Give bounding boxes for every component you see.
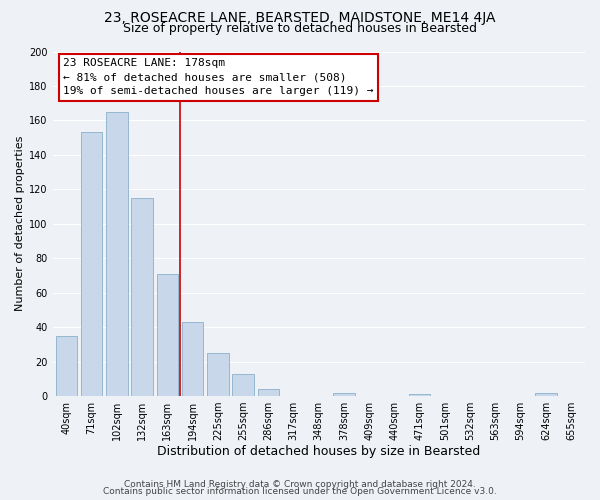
- Bar: [409, 394, 430, 396]
- Bar: [106, 112, 128, 396]
- Bar: [182, 322, 203, 396]
- Text: Contains public sector information licensed under the Open Government Licence v3: Contains public sector information licen…: [103, 487, 497, 496]
- Bar: [56, 336, 77, 396]
- X-axis label: Distribution of detached houses by size in Bearsted: Distribution of detached houses by size …: [157, 444, 481, 458]
- Text: 23, ROSEACRE LANE, BEARSTED, MAIDSTONE, ME14 4JA: 23, ROSEACRE LANE, BEARSTED, MAIDSTONE, …: [104, 11, 496, 25]
- Text: Contains HM Land Registry data © Crown copyright and database right 2024.: Contains HM Land Registry data © Crown c…: [124, 480, 476, 489]
- Bar: [131, 198, 153, 396]
- Bar: [232, 374, 254, 396]
- Bar: [81, 132, 103, 396]
- Bar: [333, 392, 355, 396]
- Text: 23 ROSEACRE LANE: 178sqm
← 81% of detached houses are smaller (508)
19% of semi-: 23 ROSEACRE LANE: 178sqm ← 81% of detach…: [63, 58, 374, 96]
- Y-axis label: Number of detached properties: Number of detached properties: [15, 136, 25, 312]
- Bar: [207, 353, 229, 396]
- Bar: [157, 274, 178, 396]
- Bar: [535, 392, 557, 396]
- Text: Size of property relative to detached houses in Bearsted: Size of property relative to detached ho…: [123, 22, 477, 35]
- Bar: [257, 389, 279, 396]
